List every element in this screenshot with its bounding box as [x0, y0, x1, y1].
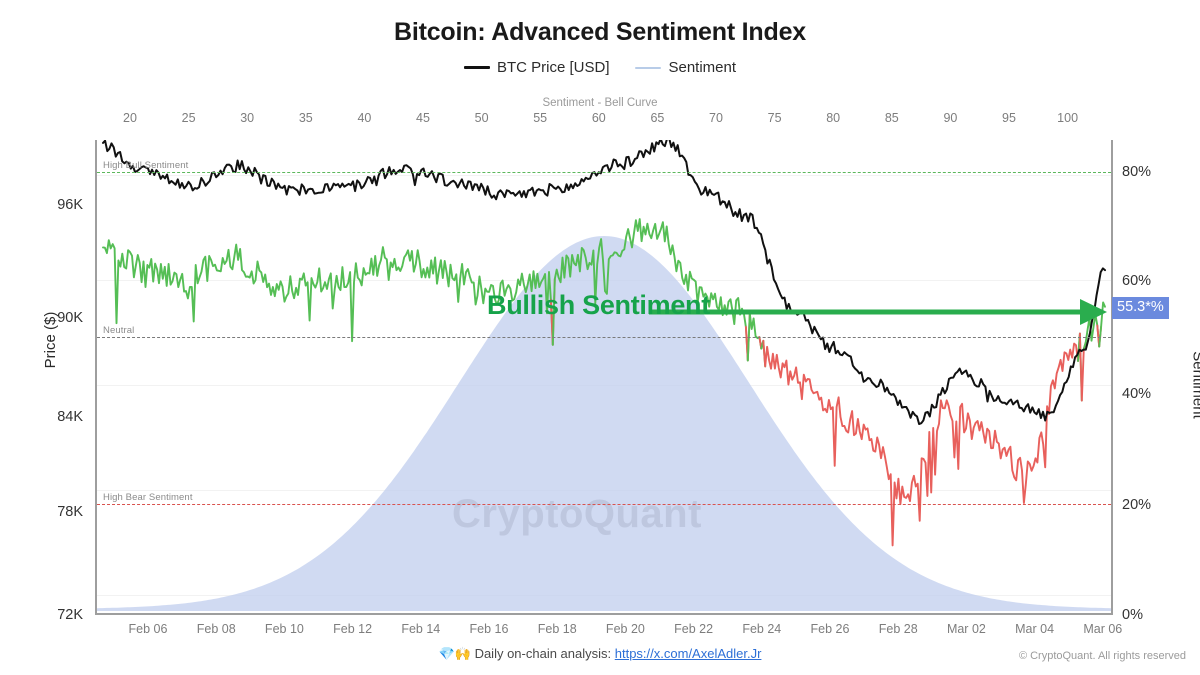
bottom-tick-label: Mar 02: [946, 622, 986, 636]
copyright-note: © CryptoQuant. All rights reserved: [1018, 650, 1186, 662]
top-tick-label: 100: [1057, 111, 1079, 125]
top-tick-label: 65: [650, 111, 665, 125]
bottom-tick-label: Feb 26: [810, 622, 850, 636]
top-tick-label: 50: [474, 111, 489, 125]
current-sentiment-badge: 55.3*%: [1112, 297, 1169, 319]
legend-swatch-sentiment: [635, 66, 662, 69]
btc-price-line: [102, 140, 1106, 425]
legend-item-btc-price: BTC Price [USD]: [463, 59, 610, 76]
footer-note: 💎🙌 Daily on-chain analysis: https://x.co…: [0, 646, 1200, 662]
bottom-tick-label: Feb 28: [878, 622, 918, 636]
diamond-hands-icon: 💎🙌: [438, 646, 471, 661]
legend-swatch-btc-price: [463, 66, 490, 69]
top-tick-label: 55: [533, 111, 548, 125]
bottom-tick-label: Feb 24: [742, 622, 782, 636]
plot-inner: CryptoQuant High Bull Sentiment Neutral …: [97, 140, 1111, 613]
bottom-tick-label: Mar 06: [1083, 622, 1123, 636]
top-tick-label: 80: [826, 111, 841, 125]
legend-item-sentiment: Sentiment: [635, 59, 736, 76]
legend-label-sentiment: Sentiment: [668, 59, 737, 76]
page-title: Bitcoin: Advanced Sentiment Index: [394, 18, 806, 46]
refline-label-neutral: Neutral: [103, 325, 135, 336]
right-tick-label: 60%: [1122, 273, 1152, 289]
plot-area: CryptoQuant High Bull Sentiment Neutral …: [95, 140, 1113, 615]
left-tick-label: 72K: [57, 607, 83, 623]
top-tick-label: 70: [709, 111, 723, 125]
top-tick-label: 85: [884, 111, 899, 125]
top-tick-label: 60: [591, 111, 606, 125]
bullish-sentiment-annotation: Bullish Sentiment: [487, 290, 710, 320]
top-tick-label: 90: [943, 111, 958, 125]
refline-high-bear: [97, 504, 1111, 505]
chart-legend: BTC Price [USD] Sentiment: [0, 59, 1200, 76]
refline-high-bull: [97, 172, 1111, 173]
left-tick-label: 96K: [57, 197, 83, 213]
right-tick-label: 40%: [1122, 386, 1152, 402]
bottom-tick-label: Feb 16: [469, 622, 509, 636]
right-tick-label: 80%: [1122, 164, 1152, 180]
top-tick-label: 45: [416, 111, 430, 125]
bottom-tick-label: Feb 14: [401, 622, 441, 636]
top-tick-label: 40: [357, 111, 372, 125]
top-tick-label: 35: [298, 111, 313, 125]
top-tick-label: 95: [1002, 111, 1016, 125]
sentiment-line-segment: [762, 332, 1081, 547]
refline-label-high-bear: High Bear Sentiment: [103, 492, 193, 503]
left-tick-label: 90K: [57, 310, 83, 326]
bottom-tick-label: Feb 18: [537, 622, 577, 636]
sentiment-line-segment: [551, 218, 749, 362]
top-tick-label: 25: [181, 111, 196, 125]
cryptoquant-watermark: CryptoQuant: [452, 492, 702, 536]
bell-curve-area: [97, 236, 1111, 611]
top-tick-label: 30: [240, 111, 255, 125]
refline-neutral: [97, 337, 1111, 338]
top-axis-title: Sentiment - Bell Curve: [542, 97, 658, 109]
bottom-tick-label: Feb 22: [674, 622, 714, 636]
footer-prefix: Daily on-chain analysis:: [474, 646, 615, 661]
left-tick-label: 78K: [57, 504, 83, 520]
chart-svg: [97, 140, 1111, 611]
bottom-tick-label: Feb 20: [605, 622, 645, 636]
bottom-tick-label: Mar 04: [1015, 622, 1055, 636]
refline-label-high-bull: High Bull Sentiment: [103, 160, 189, 171]
right-tick-label: 0%: [1122, 607, 1143, 623]
top-tick-label: 20: [123, 111, 137, 125]
bottom-tick-label: Feb 06: [128, 622, 168, 636]
footer-link[interactable]: https://x.com/AxelAdler.Jr: [614, 646, 762, 661]
gridline: [97, 175, 1111, 176]
top-tick-label: 75: [767, 111, 782, 125]
left-tick-label: 84K: [57, 409, 83, 425]
right-axis-title: Sentiment: [1189, 351, 1200, 419]
legend-label-btc-price: BTC Price [USD]: [496, 59, 610, 76]
sentiment-line-segment: [102, 239, 554, 346]
bottom-tick-label: Feb 10: [264, 622, 304, 636]
bottom-tick-label: Feb 08: [196, 622, 236, 636]
right-tick-label: 20%: [1122, 497, 1152, 513]
sentiment-line-segment: [1098, 301, 1106, 348]
bottom-tick-label: Feb 12: [333, 622, 373, 636]
